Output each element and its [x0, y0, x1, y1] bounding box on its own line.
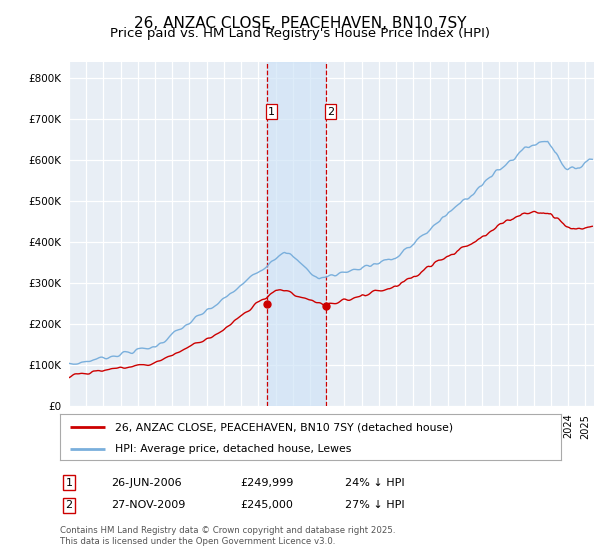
Text: 2: 2 — [65, 500, 73, 510]
Bar — [267, 62, 326, 406]
Text: 27% ↓ HPI: 27% ↓ HPI — [345, 500, 404, 510]
Text: £249,999: £249,999 — [240, 478, 293, 488]
Text: 27-NOV-2009: 27-NOV-2009 — [111, 500, 185, 510]
Text: Contains HM Land Registry data © Crown copyright and database right 2025.
This d: Contains HM Land Registry data © Crown c… — [60, 526, 395, 546]
Text: 26, ANZAC CLOSE, PEACEHAVEN, BN10 7SY: 26, ANZAC CLOSE, PEACEHAVEN, BN10 7SY — [134, 16, 466, 31]
Text: 1: 1 — [268, 106, 275, 116]
Text: 2: 2 — [327, 106, 334, 116]
Text: 24% ↓ HPI: 24% ↓ HPI — [345, 478, 404, 488]
Text: Price paid vs. HM Land Registry's House Price Index (HPI): Price paid vs. HM Land Registry's House … — [110, 27, 490, 40]
Text: 26, ANZAC CLOSE, PEACEHAVEN, BN10 7SY (detached house): 26, ANZAC CLOSE, PEACEHAVEN, BN10 7SY (d… — [115, 422, 453, 432]
Text: 1: 1 — [65, 478, 73, 488]
Text: £245,000: £245,000 — [240, 500, 293, 510]
Text: HPI: Average price, detached house, Lewes: HPI: Average price, detached house, Lewe… — [115, 444, 352, 454]
Text: 26-JUN-2006: 26-JUN-2006 — [111, 478, 182, 488]
